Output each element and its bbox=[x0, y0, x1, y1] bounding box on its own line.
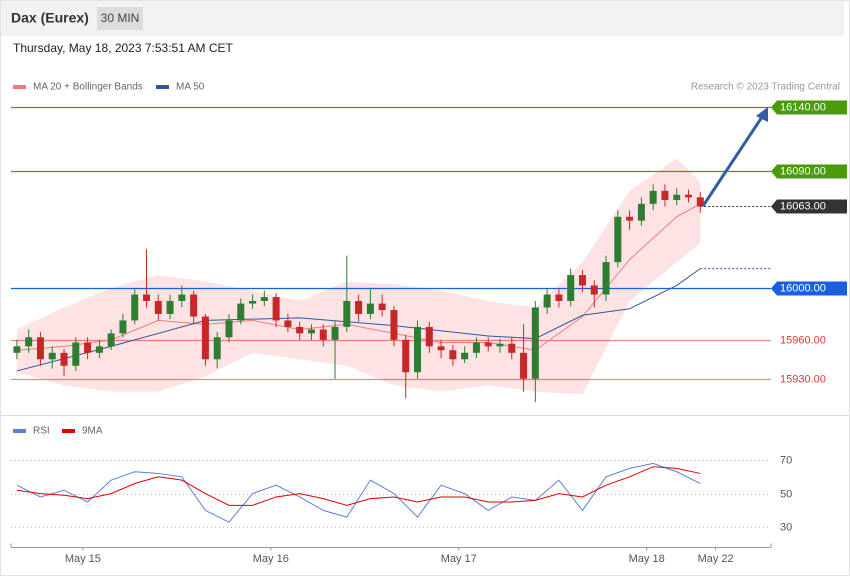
level-box bbox=[771, 164, 847, 179]
candle-body bbox=[154, 300, 162, 314]
level-label: 16090.00 bbox=[780, 165, 826, 177]
candle-body bbox=[143, 294, 151, 301]
y-tick-label: 70 bbox=[780, 454, 792, 466]
candle-body bbox=[225, 320, 233, 338]
candle-body bbox=[414, 326, 422, 373]
legend-label: MA 20 + Bollinger Bands bbox=[33, 82, 143, 93]
legend-label: RSI bbox=[33, 426, 50, 437]
candle-body bbox=[472, 342, 480, 353]
legend-swatch bbox=[62, 429, 75, 433]
candle-body bbox=[543, 294, 551, 308]
candle-body bbox=[567, 275, 575, 301]
legend-label: MA 50 bbox=[176, 82, 205, 93]
candle-body bbox=[178, 294, 186, 301]
candle-body bbox=[390, 310, 398, 340]
indicator-line bbox=[16, 462, 701, 523]
instrument: Dax (Eurex) bbox=[11, 10, 89, 26]
candle-body bbox=[402, 339, 410, 373]
level-label: 16000.00 bbox=[780, 282, 826, 294]
candle-body bbox=[531, 307, 539, 379]
level-label: 15960.00 bbox=[780, 334, 826, 346]
candle-body bbox=[496, 343, 504, 347]
candle-body bbox=[614, 216, 622, 263]
candle-body bbox=[272, 297, 280, 321]
candle-body bbox=[307, 329, 315, 334]
candle-body bbox=[166, 300, 174, 314]
level-label: 16140.00 bbox=[780, 101, 826, 113]
candle-body bbox=[425, 326, 433, 347]
candle-body bbox=[95, 346, 103, 353]
legend-swatch bbox=[156, 85, 169, 89]
candle-body bbox=[578, 275, 586, 286]
candle-body bbox=[590, 285, 598, 295]
timeframe[interactable]: 30 MIN bbox=[101, 11, 140, 25]
level-label: 15930.00 bbox=[780, 373, 826, 385]
candle-body bbox=[637, 203, 645, 221]
x-tick-label: May 16 bbox=[253, 553, 289, 565]
candle-body bbox=[366, 303, 374, 314]
candle-body bbox=[461, 352, 469, 360]
candle-body bbox=[48, 352, 56, 360]
y-tick-label: 50 bbox=[780, 488, 792, 500]
candle-body bbox=[107, 333, 115, 347]
candle-body bbox=[213, 337, 221, 360]
ma-line bbox=[16, 268, 701, 372]
datetime: Thursday, May 18, 2023 7:53:51 AM CET bbox=[13, 41, 234, 55]
x-tick-label: May 15 bbox=[65, 553, 101, 565]
candle-body bbox=[649, 190, 657, 204]
x-tick-label: May 22 bbox=[698, 553, 734, 565]
candle-body bbox=[673, 194, 681, 200]
candle-body bbox=[296, 326, 304, 334]
candle-body bbox=[520, 352, 528, 379]
candle-body bbox=[131, 294, 139, 321]
candle-body bbox=[60, 352, 68, 366]
candle-body bbox=[201, 316, 209, 360]
x-tick-label: May 17 bbox=[441, 553, 477, 565]
y-tick-label: 30 bbox=[780, 521, 792, 533]
level-box bbox=[771, 100, 847, 115]
x-tick-label: May 18 bbox=[629, 553, 665, 565]
candle-body bbox=[260, 297, 268, 301]
copyright: Research © 2023 Trading Central bbox=[691, 82, 840, 93]
indicator-line bbox=[16, 466, 701, 506]
candle-body bbox=[685, 194, 693, 198]
candle-body bbox=[190, 294, 198, 317]
candle-body bbox=[237, 303, 245, 321]
legend-swatch bbox=[13, 429, 26, 433]
candle-body bbox=[437, 346, 445, 351]
candle-body bbox=[696, 197, 704, 207]
candle-body bbox=[36, 337, 44, 360]
candle-body bbox=[119, 320, 127, 334]
candle-body bbox=[508, 343, 516, 353]
candle-body bbox=[661, 190, 669, 200]
legend-swatch bbox=[13, 85, 26, 89]
candle-body bbox=[319, 329, 327, 340]
candle-body bbox=[84, 342, 92, 353]
candle-body bbox=[72, 342, 80, 366]
level-box bbox=[771, 281, 847, 296]
candle-body bbox=[449, 350, 457, 360]
candle-body bbox=[343, 300, 351, 327]
candle-body bbox=[626, 216, 634, 221]
candle-body bbox=[378, 303, 386, 311]
candle-body bbox=[602, 262, 610, 295]
candle-body bbox=[484, 342, 492, 347]
arrow-head bbox=[756, 107, 768, 122]
legend-label: 9MA bbox=[82, 426, 103, 437]
bollinger-band bbox=[16, 158, 701, 395]
forecast-arrow bbox=[701, 116, 764, 207]
candle-body bbox=[13, 346, 21, 353]
candle-body bbox=[249, 300, 257, 304]
candle-body bbox=[355, 300, 363, 314]
level-label: 16063.00 bbox=[780, 200, 826, 212]
candle-body bbox=[25, 337, 33, 347]
candle-body bbox=[331, 326, 339, 340]
timeframe-box[interactable] bbox=[97, 7, 143, 30]
candle-body bbox=[555, 294, 563, 301]
candle-body bbox=[284, 320, 292, 327]
level-box bbox=[771, 199, 847, 214]
